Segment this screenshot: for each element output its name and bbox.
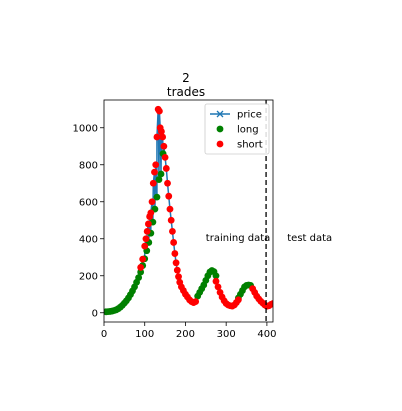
short-point-14 [155, 107, 163, 115]
chart-subtitle: trades [167, 85, 205, 99]
short-point-1 [139, 255, 147, 263]
short-point-39 [192, 298, 200, 306]
short-point-28 [172, 259, 180, 267]
y-tick-label-4: 800 [79, 160, 98, 171]
short-point-41 [214, 283, 222, 291]
long-point-38 [212, 272, 220, 280]
legend-short-marker [216, 140, 224, 148]
y-tick-label-2: 400 [79, 234, 98, 245]
short-point-51 [234, 296, 242, 304]
long-point-25 [153, 193, 161, 201]
short-point-5 [144, 220, 152, 228]
y-tick-label-5: 1000 [73, 123, 98, 134]
x-tick-label-3: 300 [217, 329, 236, 340]
short-point-22 [165, 192, 173, 200]
short-point-3 [142, 235, 150, 243]
short-point-27 [171, 250, 179, 257]
short-point-23 [166, 205, 174, 213]
legend-long-marker [216, 125, 224, 133]
short-point-30 [175, 273, 182, 281]
short-point-17 [159, 133, 167, 141]
x-tick-label-0: 0 [101, 329, 107, 340]
short-point-62 [269, 300, 273, 307]
short-point-2 [141, 242, 149, 250]
long-point-16 [135, 274, 143, 281]
short-point-21 [164, 179, 171, 187]
short-point-20 [162, 165, 170, 172]
short-point-12 [153, 133, 161, 141]
legend-price-label: price [237, 110, 262, 121]
short-point-16 [158, 128, 165, 135]
long-point-27 [157, 170, 165, 178]
legend-short-label: short [237, 140, 263, 151]
annotation-0: training data [206, 233, 270, 244]
short-point-19 [161, 153, 169, 161]
legend-long-label: long [237, 125, 259, 136]
short-point-11 [152, 161, 160, 169]
y-tick-label-0: 0 [92, 308, 98, 319]
short-point-8 [148, 198, 156, 206]
y-tick-label-3: 600 [79, 197, 98, 208]
x-tick-label-2: 200 [176, 329, 195, 340]
short-point-24 [167, 216, 175, 224]
short-point-10 [151, 168, 158, 176]
short-point-29 [173, 266, 181, 274]
short-point-4 [143, 227, 151, 235]
long-point-26 [155, 176, 163, 183]
short-point-18 [160, 142, 168, 150]
short-point-40 [212, 277, 220, 285]
plot-layer: 0 100 200 300 400 0 200 400 600 800 1000 training d… [73, 99, 332, 340]
plot-frame [103, 99, 274, 323]
short-point-9 [149, 179, 157, 187]
short-point-0 [137, 264, 145, 271]
short-point-26 [170, 239, 178, 246]
y-tick-label-1: 200 [79, 271, 98, 282]
x-tick-label-1: 100 [135, 329, 154, 340]
short-point-25 [169, 227, 176, 235]
annotation-1: test data [287, 233, 332, 244]
x-tick-label-4: 400 [257, 329, 276, 340]
short-point-7 [147, 209, 155, 217]
legend-price-marker [216, 110, 224, 118]
chart-title: 2 [182, 71, 190, 85]
